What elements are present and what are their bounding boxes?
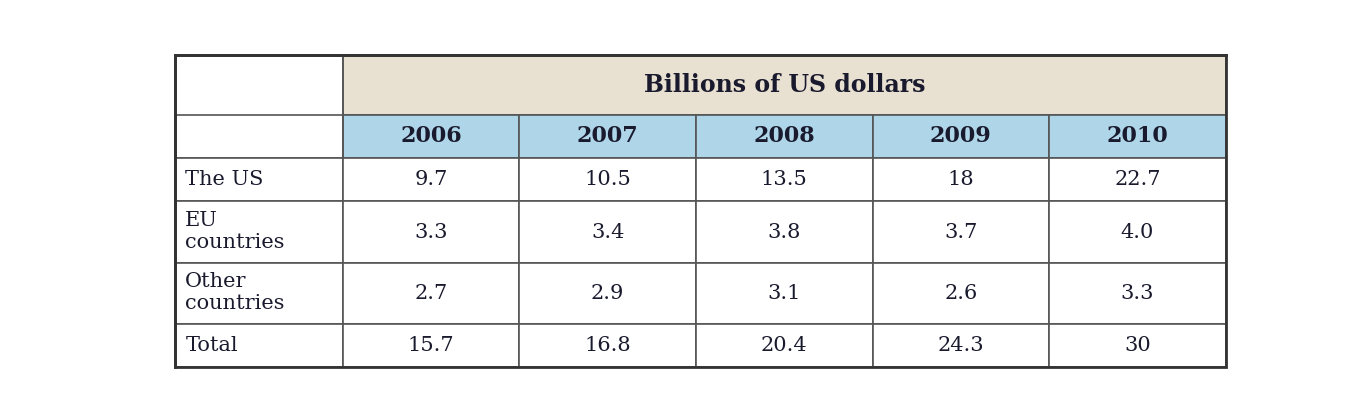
Text: 3.3: 3.3	[1120, 284, 1154, 303]
Bar	[519, 115, 696, 158]
Bar	[872, 263, 1050, 324]
Bar	[696, 158, 872, 201]
Bar	[175, 201, 343, 263]
Text: 2007: 2007	[576, 125, 639, 147]
Text: Billions of US dollars: Billions of US dollars	[644, 73, 925, 97]
Text: 13.5: 13.5	[761, 170, 808, 189]
Text: 2010: 2010	[1106, 125, 1169, 147]
Bar	[696, 115, 872, 158]
Bar	[872, 158, 1050, 201]
Text: 4.0: 4.0	[1120, 222, 1154, 242]
Bar	[519, 201, 696, 263]
Text: 3.7: 3.7	[944, 222, 978, 242]
Bar	[519, 263, 696, 324]
Text: Total: Total	[186, 336, 237, 355]
Text: EU
countries: EU countries	[186, 211, 285, 252]
Text: 2.7: 2.7	[415, 284, 447, 303]
Bar	[175, 263, 343, 324]
Text: Other
countries: Other countries	[186, 272, 285, 313]
Text: 2006: 2006	[400, 125, 462, 147]
Text: 9.7: 9.7	[415, 170, 447, 189]
Bar	[175, 55, 343, 115]
Text: 2.9: 2.9	[591, 284, 624, 303]
Bar	[175, 115, 343, 158]
Bar	[696, 263, 872, 324]
Bar	[343, 55, 1226, 115]
Bar	[519, 158, 696, 201]
Bar	[1050, 201, 1226, 263]
Text: 20.4: 20.4	[761, 336, 808, 355]
Text: 22.7: 22.7	[1115, 170, 1161, 189]
Bar	[872, 324, 1050, 367]
Bar	[343, 115, 519, 158]
Bar	[696, 324, 872, 367]
Text: 24.3: 24.3	[937, 336, 984, 355]
Text: 18: 18	[948, 170, 974, 189]
Bar	[696, 201, 872, 263]
Text: 3.4: 3.4	[591, 222, 624, 242]
Bar	[519, 324, 696, 367]
Text: 2009: 2009	[930, 125, 991, 147]
Bar	[343, 201, 519, 263]
Text: 30: 30	[1124, 336, 1151, 355]
Bar	[1050, 115, 1226, 158]
Text: 2008: 2008	[754, 125, 815, 147]
Text: 2.6: 2.6	[944, 284, 978, 303]
Text: 3.3: 3.3	[415, 222, 447, 242]
Bar	[175, 324, 343, 367]
Text: The US: The US	[186, 170, 263, 189]
Text: 10.5: 10.5	[584, 170, 631, 189]
Bar	[175, 158, 343, 201]
Text: 3.1: 3.1	[767, 284, 801, 303]
Bar	[343, 158, 519, 201]
Bar	[1050, 324, 1226, 367]
Text: 15.7: 15.7	[408, 336, 454, 355]
Bar	[1050, 263, 1226, 324]
Bar	[872, 115, 1050, 158]
Bar	[343, 324, 519, 367]
Bar	[343, 263, 519, 324]
Bar	[1050, 158, 1226, 201]
Bar	[872, 201, 1050, 263]
Text: 16.8: 16.8	[584, 336, 631, 355]
Text: 3.8: 3.8	[767, 222, 801, 242]
